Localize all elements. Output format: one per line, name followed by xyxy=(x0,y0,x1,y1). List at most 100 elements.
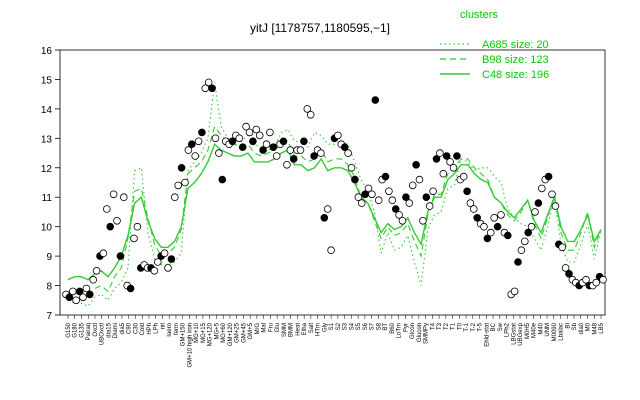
x-tick-label: M40 xyxy=(538,322,544,334)
x-tick-label: S7 xyxy=(370,322,376,330)
data-point xyxy=(255,131,264,140)
x-tick-label: S3 xyxy=(343,322,349,330)
x-tick-label: G150 xyxy=(66,322,72,337)
x-tick-label: S5 xyxy=(356,322,362,330)
x-tick-label: Oxctl xyxy=(93,323,99,337)
data-point xyxy=(320,214,329,222)
x-tick-label: GM+150 xyxy=(181,322,187,346)
data-point xyxy=(520,237,529,246)
data-point xyxy=(177,164,186,172)
data-point xyxy=(354,193,363,202)
x-tick-label: T0 xyxy=(457,322,463,330)
x-tick-label: BMM xyxy=(289,323,295,337)
x-tick-label: M0H5 xyxy=(525,322,531,339)
x-tick-label: UNM xyxy=(545,323,551,337)
data-point xyxy=(497,211,505,219)
data-point xyxy=(283,161,291,169)
data-point xyxy=(395,211,403,219)
x-tick-label: Etha xyxy=(302,322,308,335)
x-tick-label: UBGexp xyxy=(518,322,524,345)
x-tick-label: T4 xyxy=(430,322,436,330)
x-tick-label: LoTm xyxy=(397,323,403,338)
x-tick-label: S2 xyxy=(336,322,342,330)
data-point xyxy=(245,128,254,137)
data-point xyxy=(463,187,471,196)
data-point xyxy=(531,208,539,216)
x-tick-label: C90 xyxy=(127,322,133,334)
x-tick-label: T3 xyxy=(437,322,443,330)
data-point xyxy=(215,149,223,157)
x-axis: G150 G180 G135 Pairaq Oxctl UBOxctl dia15 Diami… xyxy=(66,315,605,368)
x-tick-label: LPh xyxy=(154,323,160,334)
data-point xyxy=(184,146,193,154)
x-tick-label: Pairaq xyxy=(86,323,92,340)
cluster-line-solid xyxy=(67,142,602,281)
y-tick-label: 15 xyxy=(41,75,53,86)
data-point xyxy=(534,199,543,207)
data-point xyxy=(436,149,444,157)
x-tick-label: Sw xyxy=(498,322,504,331)
data-point xyxy=(371,96,380,104)
x-tick-label: GM+25 xyxy=(235,322,241,343)
y-tick-label: 16 xyxy=(41,46,53,57)
data-point xyxy=(582,275,590,284)
x-tick-label: S4 xyxy=(349,322,355,330)
x-tick-label: SMMPy xyxy=(424,323,430,344)
data-point xyxy=(340,143,349,152)
data-point xyxy=(381,172,390,181)
legend-label: B98 size: 123 xyxy=(482,54,549,66)
data-point xyxy=(126,284,135,293)
data-point xyxy=(188,140,196,149)
data-point xyxy=(466,199,475,207)
data-point xyxy=(75,287,84,296)
cluster-line-dotted xyxy=(67,82,602,307)
data-point xyxy=(171,193,179,202)
legend-label: C48 size: 196 xyxy=(482,69,549,81)
x-tick-label: Fru xyxy=(268,323,274,332)
x-tick-label: MG+60 xyxy=(221,322,227,343)
data-point xyxy=(113,217,121,225)
x-tick-label: T-2 xyxy=(471,322,477,331)
data-point xyxy=(517,246,526,255)
data-point xyxy=(446,158,454,166)
data-point xyxy=(266,128,274,137)
x-tick-label: Mal xyxy=(262,323,268,333)
x-tick-label: T1 xyxy=(451,322,457,330)
data-point xyxy=(92,266,101,275)
data-point xyxy=(120,193,128,202)
data-point xyxy=(69,287,77,296)
data-point xyxy=(249,137,257,146)
data-point xyxy=(419,217,427,225)
data-point xyxy=(327,246,335,255)
x-tick-label: Lbalac xyxy=(559,323,565,341)
data-point xyxy=(306,111,315,119)
data-point xyxy=(286,146,295,154)
data-point xyxy=(493,222,502,231)
data-point xyxy=(181,178,189,187)
data-point xyxy=(191,152,200,160)
data-point xyxy=(344,149,352,157)
data-point xyxy=(425,202,434,210)
data-point xyxy=(449,164,458,172)
data-point xyxy=(398,217,407,225)
data-point xyxy=(99,249,108,258)
data-point xyxy=(558,243,566,252)
data-point xyxy=(167,255,176,263)
data-point xyxy=(459,172,468,181)
data-point xyxy=(72,296,80,305)
y-tick-label: 8 xyxy=(46,282,52,293)
data-point xyxy=(453,152,461,160)
data-point xyxy=(269,143,278,152)
x-tick-label: S6 xyxy=(363,322,369,330)
legend: clusters A685 size: 20 B98 size: 123 C48 s… xyxy=(440,9,549,81)
y-axis: 7 8 9 10 11 12 13 14 15 16 xyxy=(41,46,60,322)
x-tick-label: ferm xyxy=(174,323,180,335)
x-tick-label: C30 xyxy=(133,322,139,334)
y-tick-label: 12 xyxy=(41,164,53,175)
data-point xyxy=(524,228,532,237)
data-point xyxy=(503,231,512,240)
y-tick-label: 10 xyxy=(41,223,53,234)
data-point xyxy=(565,269,573,278)
data-point xyxy=(208,84,216,93)
x-tick-label: T2 xyxy=(444,322,450,330)
